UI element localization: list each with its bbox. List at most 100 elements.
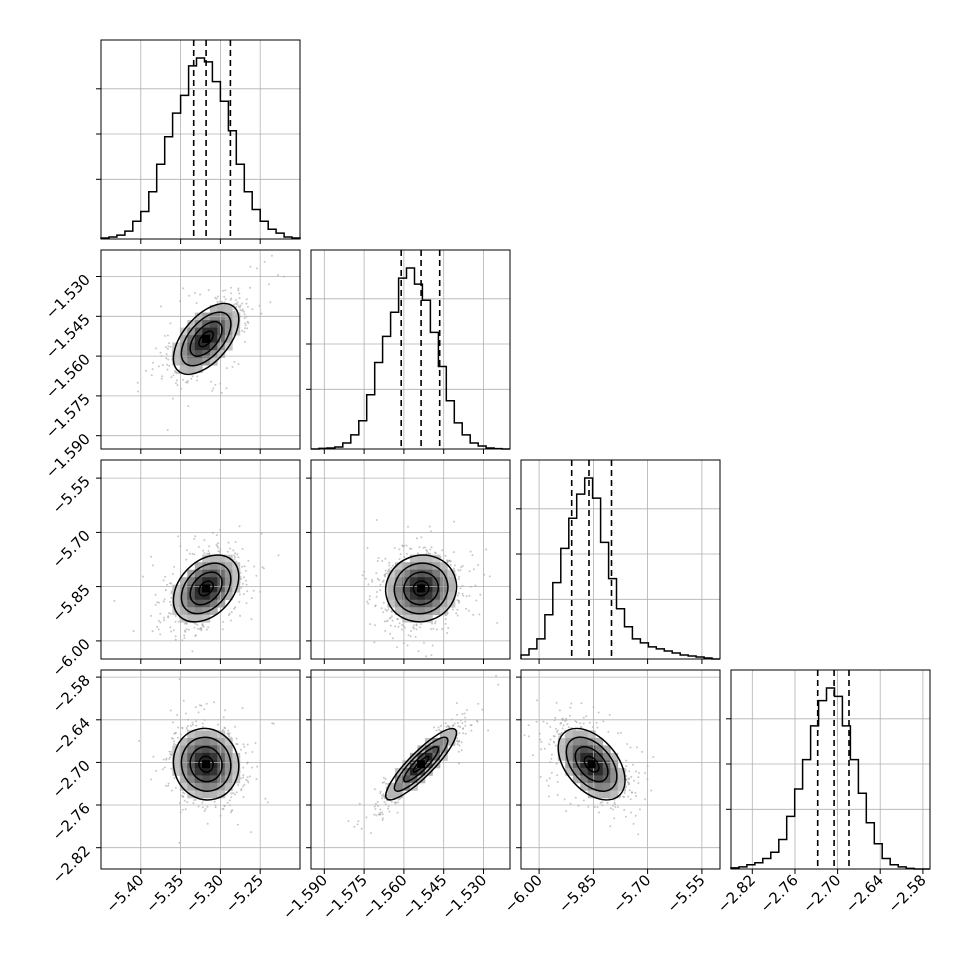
- density-panel-2-0-density-cell: [209, 569, 218, 578]
- density-panel-3-2-density-cell: [595, 782, 604, 791]
- density-panel-3-0-density-cell: [224, 767, 233, 776]
- density-panel-3-0-density-cell: [194, 790, 203, 799]
- density-panel-2-1-sample-point: [371, 578, 373, 581]
- density-panel-2-1-sample-point: [415, 623, 418, 626]
- density-panel-3-0-sample-point: [213, 800, 216, 803]
- density-panel-1-0-density-cell: [217, 335, 226, 343]
- density-panel-1-0-density-cell: [217, 305, 226, 313]
- density-panel-3-1-sample-point: [383, 801, 386, 803]
- density-panel-2-0-contour-3: [180, 562, 232, 615]
- density-panel-1-0-density-cell: [194, 350, 203, 358]
- density-panel-3-0-density-cell: [217, 745, 226, 754]
- x-tick-label-param-3: −2.70: [799, 871, 844, 916]
- density-panel-2-0-sample-point: [183, 636, 186, 639]
- density-panel-3-2-sample-point: [597, 711, 600, 714]
- density-panel-1-0-sample-point: [236, 303, 239, 306]
- density-panel-3-1-sample-point: [377, 805, 380, 807]
- density-panel-2-1-sample-point: [488, 575, 491, 578]
- density-panel-3-1-sample-point: [481, 708, 484, 711]
- density-panel-2-1-sample-point: [468, 594, 471, 597]
- density-panel-3-2-sample-point: [566, 723, 569, 726]
- density-panel-2-0-sample-point: [185, 558, 188, 561]
- density-panel-3-2-density-cell: [565, 730, 574, 739]
- density-panel-1-0-sample-point: [255, 267, 258, 270]
- density-panel-3-2-density-cell: [580, 767, 589, 776]
- density-panel-2-0-sample-point: [277, 554, 280, 557]
- density-panel-2-0-sample-point: [170, 604, 172, 606]
- density-panel-1-0-sample-point: [239, 304, 242, 307]
- density-panel-3-2-sample-point: [536, 699, 539, 702]
- density-panel-2-0-sample-point: [157, 619, 160, 622]
- density-panel-3-2-sample-point: [641, 750, 644, 753]
- density-panel-2-0-density-cell: [187, 614, 196, 623]
- density-panel-3-2-sample-point: [562, 724, 565, 727]
- density-panel-3-2-sample-point: [595, 721, 598, 724]
- density-panel-3-0-sample-point: [197, 805, 200, 808]
- density-panel-3-2-sample-point: [617, 806, 619, 808]
- density-panel-3-2-sample-point: [559, 722, 562, 725]
- density-panel-2-1-sample-point: [366, 546, 369, 549]
- density-panel-3-2-sample-point: [608, 713, 611, 716]
- density-panel-3-2-sample-point: [558, 709, 561, 712]
- density-panel-1-0-sample-point: [233, 310, 236, 313]
- density-panel-2-0-sample-point: [262, 567, 265, 570]
- density-panel-3-2-density-cell: [617, 775, 626, 784]
- density-panel-1-0-sample-point: [166, 347, 169, 350]
- density-panel-2-1-sample-point: [396, 646, 399, 649]
- density-panel-2-1-density-cell: [417, 554, 426, 563]
- density-panel-1-0-density-cell: [209, 357, 218, 366]
- density-panel-2-1-sample-point: [379, 589, 382, 592]
- density-panel-1-0-sample-point: [182, 287, 185, 290]
- density-panel-3-1-density-cell: [409, 775, 418, 784]
- density-panel-2-1-sample-point: [371, 580, 374, 583]
- density-panel-2-1-sample-point: [429, 548, 432, 551]
- density-panel-2-0-sample-point: [132, 630, 135, 633]
- density-panel-2-0-density-cell: [209, 607, 218, 616]
- density-panel-3-2-sample-point: [554, 727, 557, 730]
- density-panel-3-0-contour-2: [189, 746, 223, 783]
- density-panel-2-1-sample-point: [406, 644, 409, 647]
- density-panel-1-0-sample-point: [175, 382, 177, 385]
- density-panel-1-0-sample-point: [245, 302, 248, 305]
- density-panel-1-0-sample-point: [172, 374, 175, 377]
- density-panel-2-1-sample-point: [461, 565, 464, 567]
- density-panel-3-1-sample-point: [384, 782, 387, 785]
- density-panel-3-2-sample-point: [556, 729, 559, 732]
- density-panel-2-1-density-cell: [409, 562, 418, 571]
- density-panel-3-0-sample-point: [170, 767, 173, 770]
- density-panel-2-0-density-cell: [209, 562, 218, 571]
- density-panel-2-1-density-cell: [424, 592, 433, 601]
- panel-3-1-frame: [310, 669, 511, 870]
- density-panel-3-2-sample-point: [617, 732, 620, 735]
- density-panel-1-0-density-cell: [187, 357, 196, 366]
- panel-2-1-frame: [310, 459, 511, 660]
- density-panel-3-2-density-cell: [602, 767, 611, 776]
- density-panel-3-0-sample-point: [224, 709, 227, 712]
- density-panel-2-1-density-cell: [424, 577, 433, 586]
- density-panel-2-0-sample-point: [247, 559, 250, 562]
- density-panel-1-0-sample-point: [269, 301, 272, 304]
- density-panel-2-1-sample-point: [388, 617, 391, 620]
- density-panel-3-1-mode-marker: [417, 760, 426, 769]
- density-panel-3-1-sample-point: [374, 802, 377, 805]
- density-panel-3-0-sample-point: [234, 793, 236, 796]
- density-panel-2-0-sample-point: [229, 547, 232, 550]
- density-panel-3-2-sample-point: [543, 747, 546, 750]
- density-panel-3-1-sample-point: [353, 825, 356, 828]
- density-panel-1-0-density-cell: [209, 305, 218, 313]
- density-panel-2-1-density-cell: [417, 599, 426, 608]
- density-panel-3-1-sample-point: [438, 728, 441, 731]
- density-panel-3-2-sample-point: [644, 772, 646, 775]
- density-panel-3-0-sample-point: [240, 777, 242, 780]
- density-panel-3-0-sample-point: [182, 699, 185, 702]
- density-panel-1-0-density-cell: [217, 350, 226, 358]
- density-panel-3-0-sample-point: [224, 727, 226, 730]
- density-panel-3-1-density-cell: [402, 760, 411, 769]
- density-panel-3-0-sample-point: [201, 801, 204, 804]
- density-panel-2-1-sample-point: [398, 558, 401, 560]
- density-panel-2-0-density-cell: [217, 569, 226, 578]
- density-panel-3-0-density-cell: [194, 737, 203, 746]
- density-panel-3-2-sample-point: [582, 722, 585, 725]
- density-panel-2-0-sample-point: [197, 627, 199, 630]
- density-panel-3-0-sample-point: [213, 701, 215, 704]
